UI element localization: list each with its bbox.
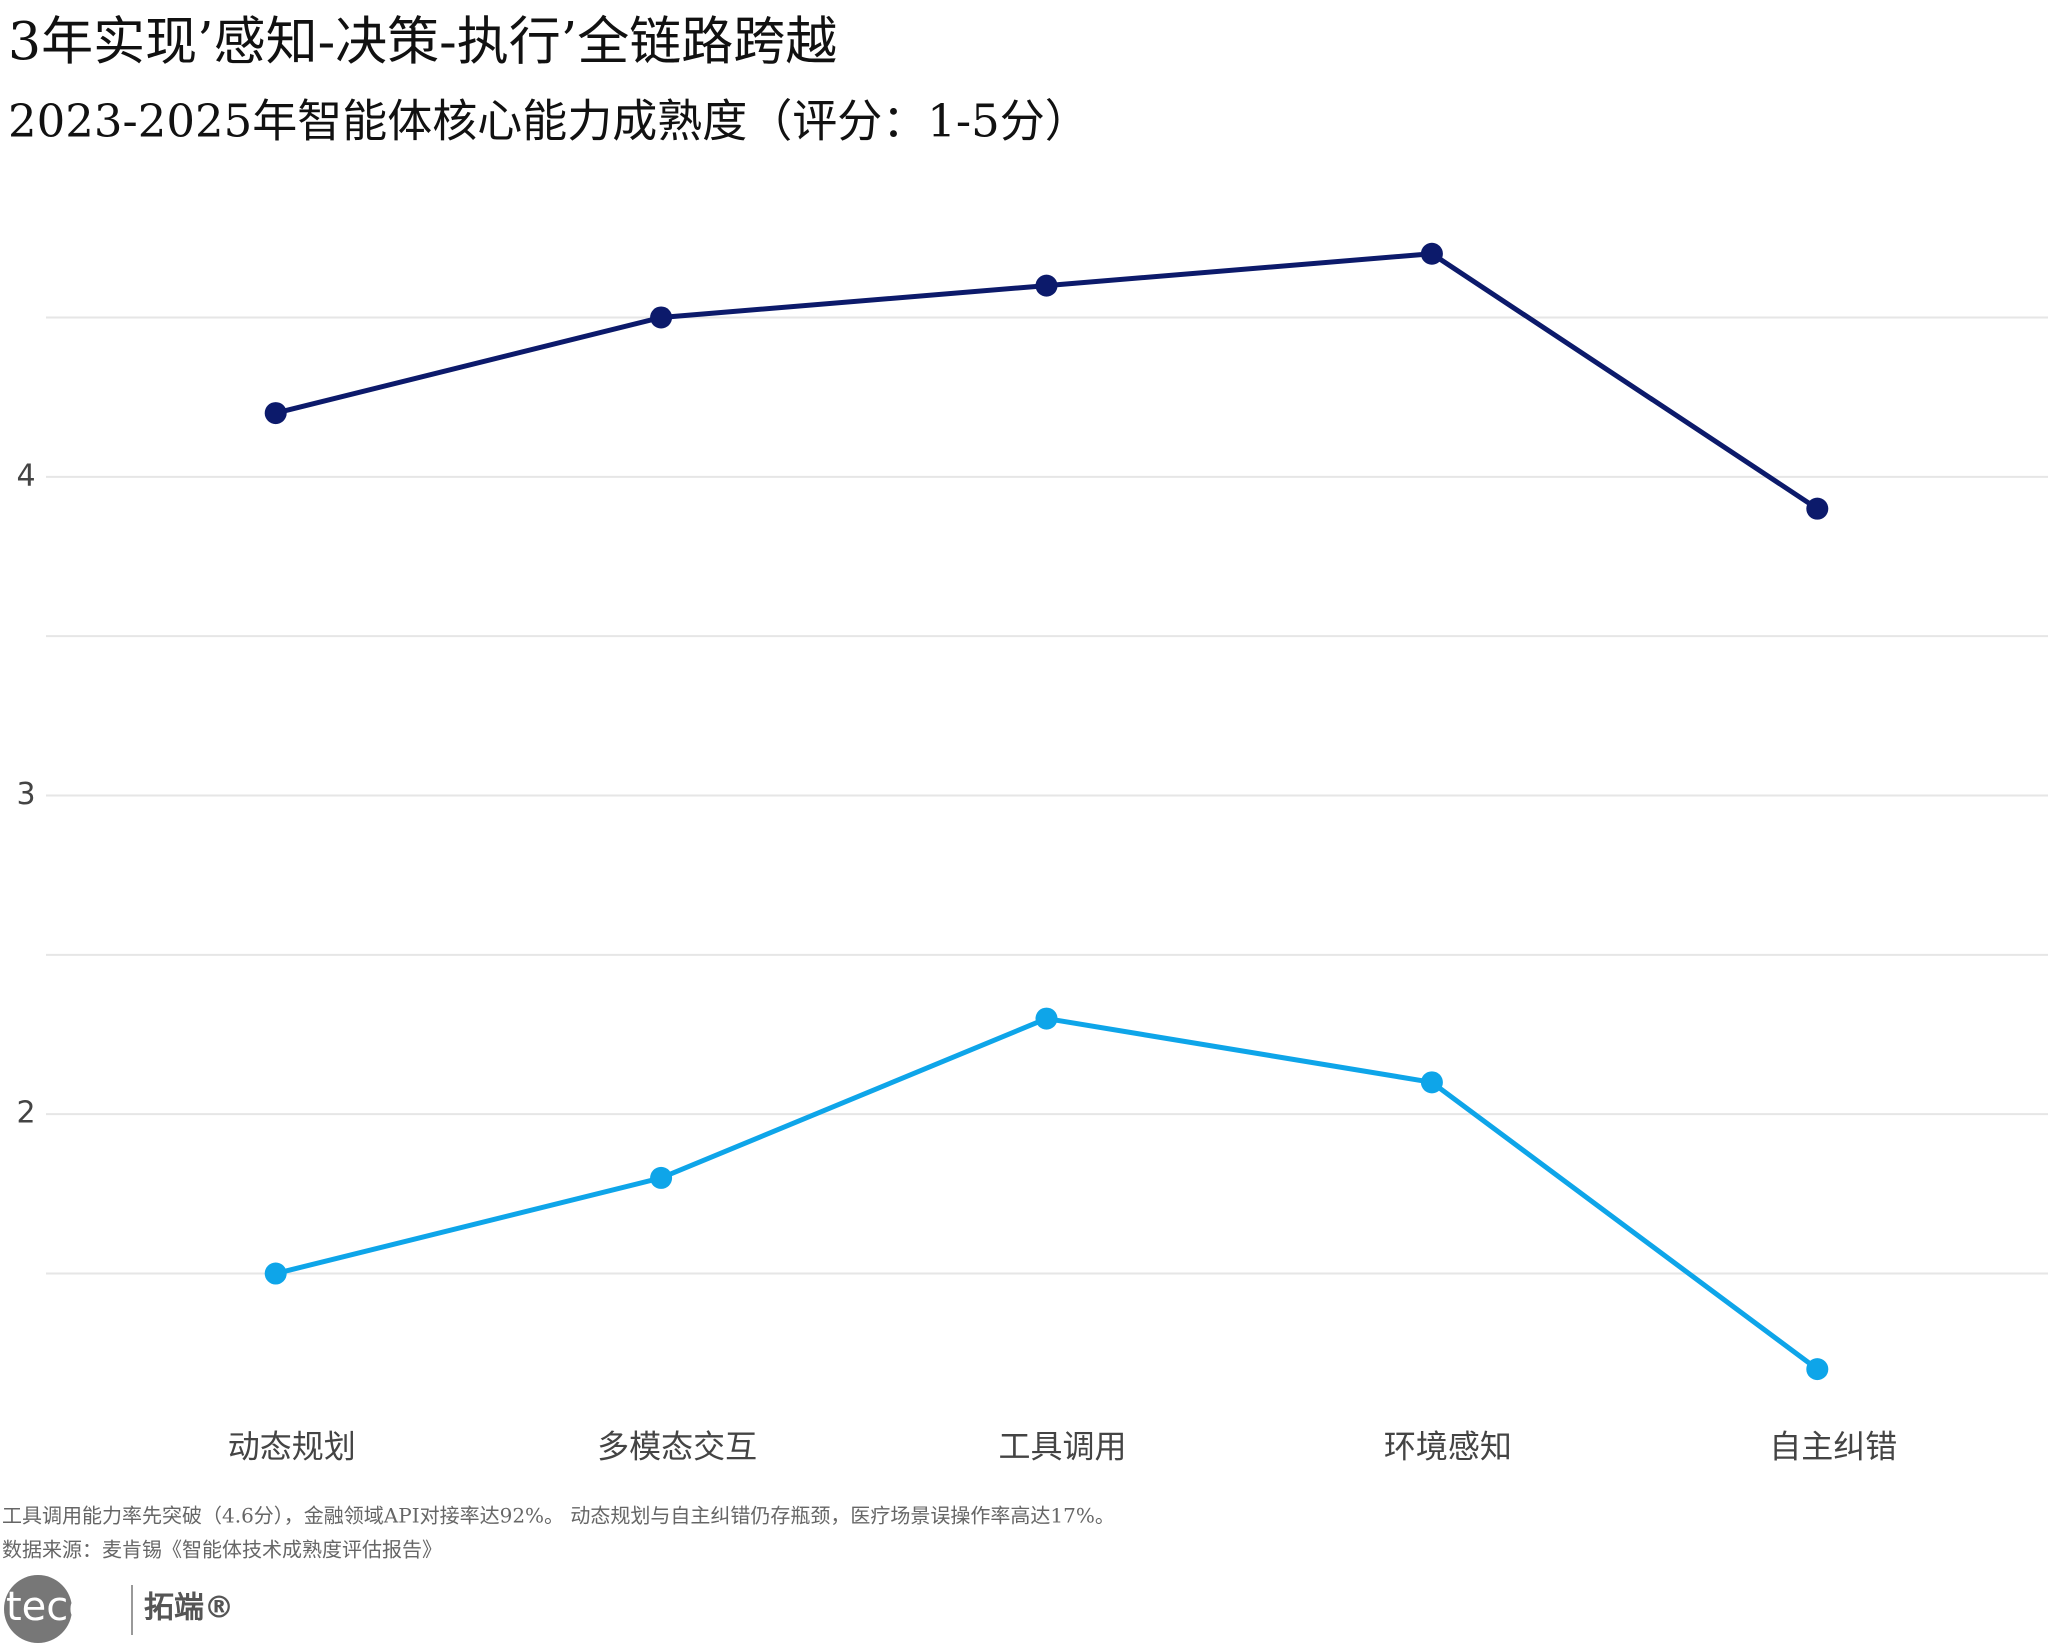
source: 数据来源：麦肯锡《智能体技术成熟度评估报告》 <box>2 1538 442 1562</box>
point <box>264 402 287 425</box>
chart-subtitle: 2023-2025年智能体核心能力成熟度（评分：1-5分） <box>8 95 1090 148</box>
y-tick-label: 4 <box>16 458 35 493</box>
y-tick-label: 3 <box>16 777 35 812</box>
point <box>1806 497 1829 520</box>
point <box>1035 1007 1058 1030</box>
logo-text: tecdat <box>6 1584 134 1630</box>
x-tick-label: 自主纠错 <box>1769 1428 1897 1466</box>
note: 工具调用能力率先突破（4.6分），金融领域API对接率达92%。 动态规划与自主… <box>2 1504 1115 1528</box>
point <box>1420 1071 1443 1094</box>
y-tick-label: 2 <box>16 1096 35 1131</box>
series-line <box>275 1015 1819 1372</box>
point <box>264 1262 287 1285</box>
x-tick-label: 环境感知 <box>1384 1428 1512 1466</box>
x-tick-label: 动态规划 <box>228 1428 356 1466</box>
point <box>1035 274 1058 297</box>
x-tick-label: 多模态交互 <box>597 1428 757 1466</box>
chart-title: 3年实现’感知-决策-执行’全链路跨越 <box>8 13 837 73</box>
point <box>650 306 673 329</box>
x-tick-label: 工具调用 <box>998 1428 1126 1466</box>
point <box>1420 242 1443 265</box>
point <box>650 1166 673 1189</box>
logo-badge <box>4 1575 72 1643</box>
logo-brand: 拓端® <box>144 1591 234 1626</box>
point <box>1806 1358 1829 1381</box>
